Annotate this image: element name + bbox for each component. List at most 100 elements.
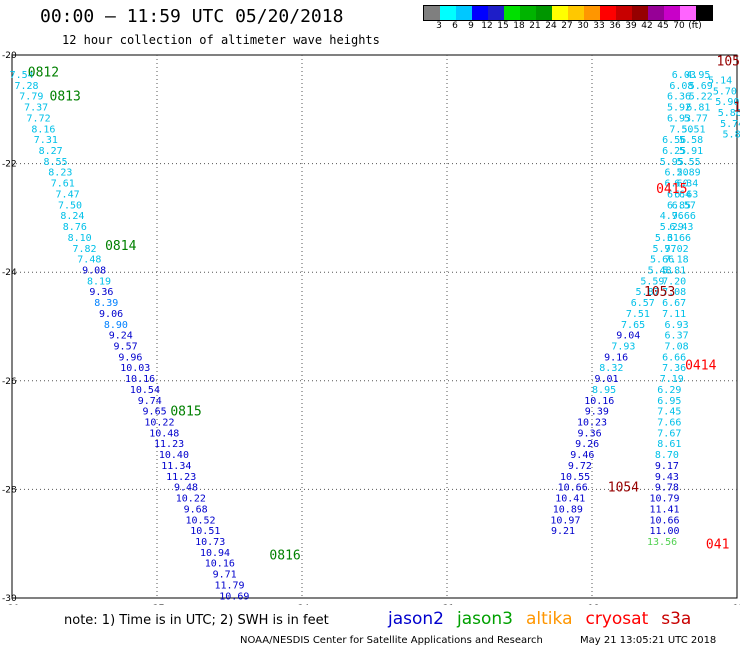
colorbar-swatch xyxy=(456,6,472,20)
data-point-label: 8.16 xyxy=(31,124,55,135)
data-point-label: 7.08 xyxy=(665,342,689,353)
time-label: 1052 xyxy=(733,101,740,116)
data-point-label: 6.20 xyxy=(665,168,689,179)
data-point-label: 6.57 xyxy=(672,200,696,211)
colorbar-swatch xyxy=(440,6,456,20)
legend-entry: s3a xyxy=(661,609,692,629)
colorbar-label: 24 xyxy=(545,21,557,31)
colorbar-label: 33 xyxy=(593,21,605,31)
legend-entry: cryosat xyxy=(585,609,649,629)
colorbar-swatch xyxy=(664,6,680,20)
time-label: 0415 xyxy=(656,182,687,197)
data-point-label: 9.04 xyxy=(616,331,640,342)
data-point-label: 5.77 xyxy=(684,113,708,124)
data-point-label: 8.32 xyxy=(599,363,623,374)
data-point-label: 10.94 xyxy=(200,548,230,559)
data-point-label: 6.25 xyxy=(662,146,686,157)
colorbar-label: 45 xyxy=(657,21,669,31)
data-point-label: 7.36 xyxy=(662,363,686,374)
data-point-label: 7.18 xyxy=(665,255,689,266)
colorbar-label: 21 xyxy=(529,21,541,31)
data-point-label: 7.02 xyxy=(665,244,689,255)
data-point-label: 8.90 xyxy=(104,320,128,331)
colorbar-labels: 3 6 9 12 15 18 21 24 27 30 33 36 39 42 45 70 (ft) xyxy=(423,21,703,31)
colorbar-swatch xyxy=(696,6,712,20)
data-point-label: 6.29 xyxy=(657,385,681,396)
data-point-label: 11.34 xyxy=(161,461,191,472)
legend-entry: jason2 xyxy=(388,609,444,629)
colorbar-label: (ft) xyxy=(688,21,702,31)
data-point-label: 7.37 xyxy=(24,103,48,114)
data-point-label: 6.03 xyxy=(672,70,696,81)
data-point-label: 5.70 xyxy=(713,86,737,97)
data-point-label: 6.60 xyxy=(665,179,689,190)
data-point-label: 9.01 xyxy=(594,374,618,385)
data-point-label: 10.79 xyxy=(649,494,679,505)
time-label: 0815 xyxy=(170,405,201,420)
data-point-label: 10.69 xyxy=(219,591,249,602)
plot-area: -30-27-24-21-18-15-20-22-24-26-28-307.54… xyxy=(2,51,740,605)
legend-entry: jason3 xyxy=(457,609,513,629)
data-point-label: 7.93 xyxy=(611,342,635,353)
data-point-label: 10.66 xyxy=(649,515,679,526)
data-point-label: 9.78 xyxy=(655,483,679,494)
y-tick-label: -26 xyxy=(2,377,17,387)
plot-frame xyxy=(11,54,738,599)
data-point-label: 8.61 xyxy=(657,439,681,450)
data-point-label: 10.51 xyxy=(190,526,220,537)
data-point-label: 6.66 xyxy=(662,352,686,363)
y-tick-label: -30 xyxy=(2,594,17,604)
colorbar-swatch xyxy=(536,6,552,20)
data-point-label: 10.54 xyxy=(130,385,160,396)
data-point-label: 10.16 xyxy=(205,559,235,570)
data-point-label: 10.03 xyxy=(120,363,150,374)
data-point-label: 9.43 xyxy=(655,472,679,483)
data-point-label: 9.71 xyxy=(213,570,237,581)
colorbar-swatch xyxy=(648,6,664,20)
footnote: note: 1) Time is in UTC; 2) SWH is in fe… xyxy=(64,613,329,628)
data-point-label: 9.08 xyxy=(82,265,106,276)
data-point-label: 5.81 xyxy=(662,265,686,276)
colorbar-swatch xyxy=(632,6,648,20)
data-point-label: 7.50 xyxy=(58,200,82,211)
colorbar-label: 6 xyxy=(452,21,458,31)
colorbar-swatch xyxy=(520,6,536,20)
time-label: 1053 xyxy=(644,285,675,300)
colorbar-swatch xyxy=(616,6,632,20)
y-tick-label: -20 xyxy=(2,51,17,61)
colorbar-label: 27 xyxy=(561,21,573,31)
colorbar-label: 70 xyxy=(673,21,685,31)
data-point-label: 5.89 xyxy=(677,168,701,179)
data-point-label: 10.48 xyxy=(149,428,179,439)
colorbar-swatch xyxy=(488,6,504,20)
data-point-label: 5.29 xyxy=(660,222,684,233)
data-point-label: 11.00 xyxy=(649,526,679,537)
data-point-label: 5.69 xyxy=(689,81,713,92)
data-point-label: 7.67 xyxy=(657,428,681,439)
data-point-label: 7.31 xyxy=(34,135,58,146)
data-point-label: 5.14 xyxy=(708,75,732,86)
time-label: 0813 xyxy=(50,90,81,105)
data-point-label: 10.40 xyxy=(159,450,189,461)
data-point-label: 5.59 xyxy=(640,276,664,287)
data-point-label: 7.20 xyxy=(662,276,686,287)
data-point-label: 7.61 xyxy=(51,179,75,190)
data-point-label: 8.10 xyxy=(68,233,92,244)
data-point-label: 5.48 xyxy=(648,265,672,276)
data-point-label: 7.45 xyxy=(657,407,681,418)
colorbar-label: 30 xyxy=(577,21,589,31)
data-point-label: 6.85 xyxy=(667,200,691,211)
data-point-label: 10.23 xyxy=(577,418,607,429)
data-point-label: 9.16 xyxy=(604,352,628,363)
data-point-label: 10.97 xyxy=(550,515,580,526)
data-point-label: 6.34 xyxy=(674,179,698,190)
data-point-label: 5.82 xyxy=(723,130,740,141)
data-point-label: 5.91 xyxy=(679,146,703,157)
colorbar-label: 18 xyxy=(513,21,525,31)
data-point-label: 7.72 xyxy=(27,113,51,124)
data-point-label: 6.36 xyxy=(667,92,691,103)
time-label: 1054 xyxy=(608,481,639,496)
x-tick-label: -24 xyxy=(295,604,310,605)
data-point-label: 11.23 xyxy=(166,472,196,483)
